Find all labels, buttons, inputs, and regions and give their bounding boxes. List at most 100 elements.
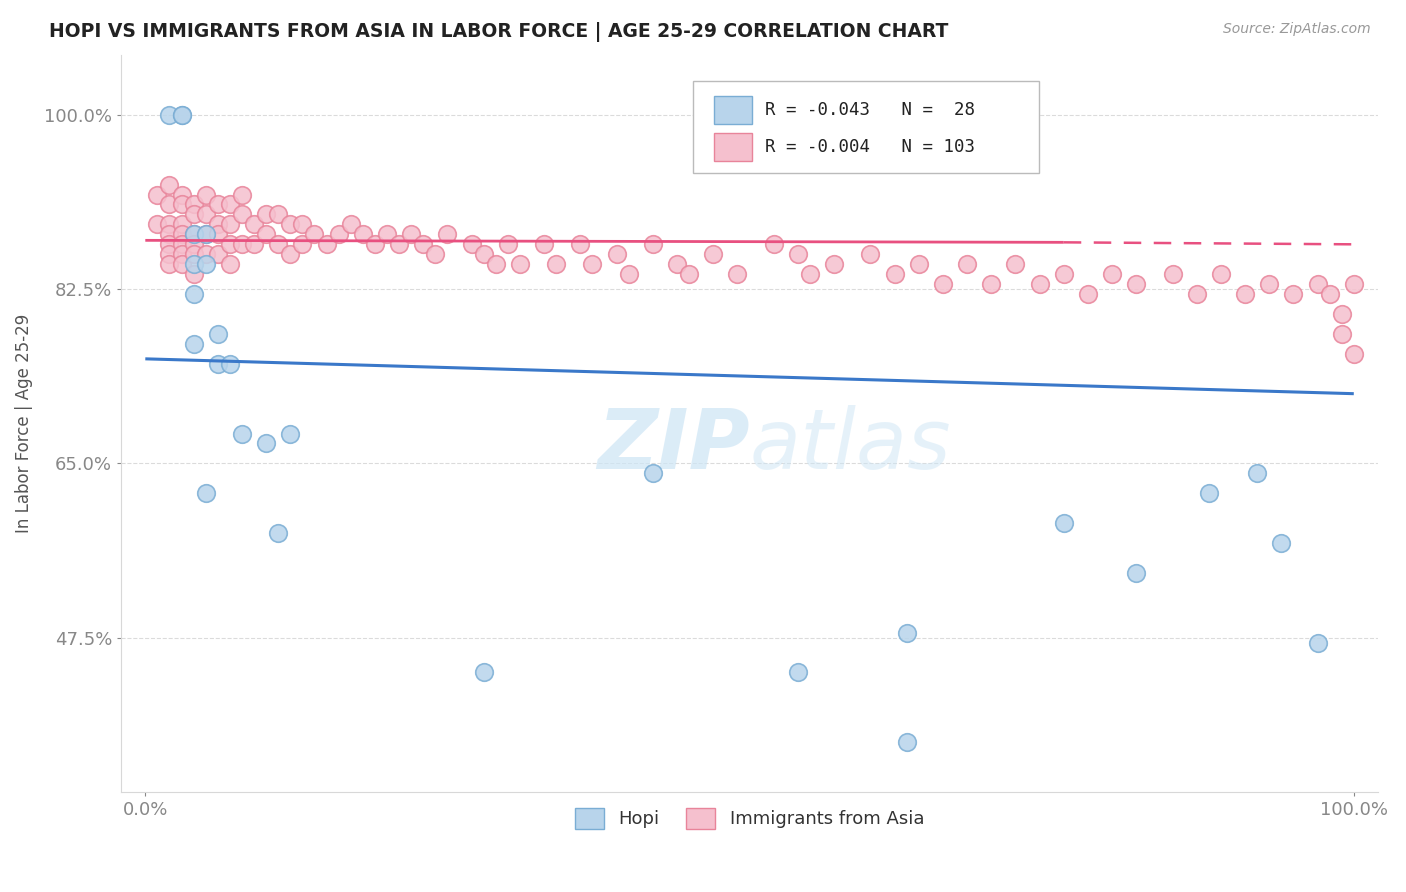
Point <box>412 237 434 252</box>
Point <box>460 237 482 252</box>
Point <box>1077 287 1099 301</box>
Point <box>375 227 398 242</box>
Point <box>956 257 979 271</box>
Point <box>1319 287 1341 301</box>
Point <box>170 108 193 122</box>
Point <box>896 735 918 749</box>
Point <box>1053 267 1076 281</box>
Point <box>243 237 266 252</box>
Point <box>231 207 253 221</box>
Point <box>159 237 181 252</box>
Point <box>267 526 290 541</box>
Text: R = -0.043   N =  28: R = -0.043 N = 28 <box>765 101 974 119</box>
Point <box>472 247 495 261</box>
Point <box>1306 277 1329 292</box>
Point <box>1125 277 1147 292</box>
Point <box>194 227 217 242</box>
Point <box>278 426 301 441</box>
Point <box>1198 486 1220 500</box>
Bar <box>714 133 752 161</box>
Point <box>207 247 229 261</box>
Point <box>1125 566 1147 580</box>
Point <box>219 237 242 252</box>
Point <box>328 227 350 242</box>
Point <box>207 227 229 242</box>
Point <box>641 467 664 481</box>
Point <box>352 227 374 242</box>
Point <box>183 287 205 301</box>
Point <box>183 207 205 221</box>
Point <box>1234 287 1257 301</box>
Point <box>425 247 447 261</box>
Point <box>678 267 700 281</box>
Bar <box>714 95 752 124</box>
Point <box>1053 516 1076 530</box>
Point <box>170 108 193 122</box>
Point <box>170 187 193 202</box>
Point <box>170 218 193 232</box>
Point <box>496 237 519 252</box>
Point <box>194 207 217 221</box>
Point <box>339 218 361 232</box>
Point <box>399 227 422 242</box>
Point <box>1258 277 1281 292</box>
Point <box>207 326 229 341</box>
Point <box>207 197 229 211</box>
Point <box>533 237 555 252</box>
Point <box>159 257 181 271</box>
Point <box>159 108 181 122</box>
Point <box>823 257 845 271</box>
Point <box>485 257 508 271</box>
Point <box>159 197 181 211</box>
Point <box>183 247 205 261</box>
Point <box>786 247 808 261</box>
Point <box>194 486 217 500</box>
Point <box>472 665 495 680</box>
Point <box>219 197 242 211</box>
Point <box>170 227 193 242</box>
Point <box>883 267 905 281</box>
Point <box>617 267 640 281</box>
Text: atlas: atlas <box>749 405 952 486</box>
Point <box>207 218 229 232</box>
Point <box>183 337 205 351</box>
Point <box>727 267 749 281</box>
Point <box>267 237 290 252</box>
Legend: Hopi, Immigrants from Asia: Hopi, Immigrants from Asia <box>568 801 931 836</box>
Point <box>170 197 193 211</box>
Point <box>231 237 253 252</box>
Point <box>170 247 193 261</box>
Point <box>315 237 337 252</box>
Point <box>896 625 918 640</box>
Point <box>932 277 955 292</box>
Point <box>1185 287 1208 301</box>
Point <box>194 247 217 261</box>
Point <box>278 247 301 261</box>
Point <box>231 426 253 441</box>
Point <box>159 227 181 242</box>
Point <box>194 187 217 202</box>
Point <box>254 207 277 221</box>
Point <box>364 237 387 252</box>
Point <box>254 436 277 450</box>
Point <box>183 267 205 281</box>
Point <box>183 227 205 242</box>
Point <box>641 237 664 252</box>
Point <box>702 247 724 261</box>
FancyBboxPatch shape <box>693 81 1039 173</box>
Point <box>159 247 181 261</box>
Point <box>859 247 882 261</box>
Point <box>388 237 411 252</box>
Y-axis label: In Labor Force | Age 25-29: In Labor Force | Age 25-29 <box>15 314 32 533</box>
Point <box>267 207 290 221</box>
Point <box>146 218 169 232</box>
Point <box>606 247 628 261</box>
Point <box>1330 307 1353 321</box>
Point <box>254 227 277 242</box>
Point <box>194 257 217 271</box>
Point <box>194 227 217 242</box>
Point <box>1343 277 1365 292</box>
Point <box>170 257 193 271</box>
Point <box>1330 326 1353 341</box>
Point <box>219 257 242 271</box>
